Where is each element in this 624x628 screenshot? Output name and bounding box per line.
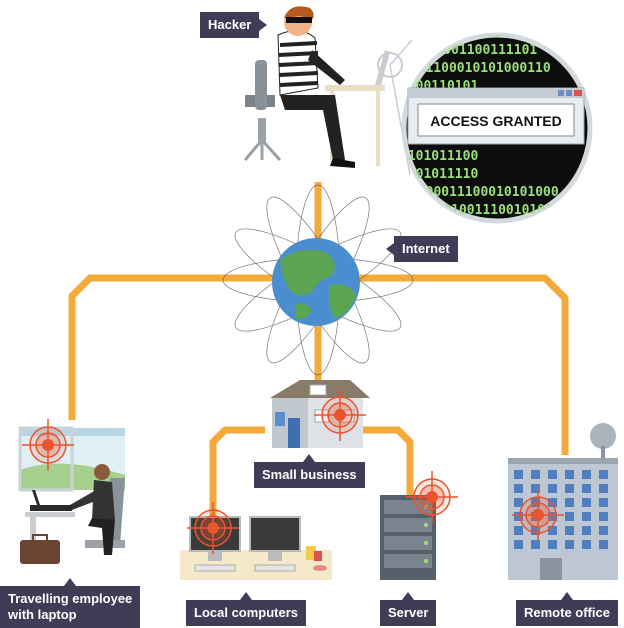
local-computers-illustration [180, 516, 332, 580]
hacker-illustration [243, 6, 390, 168]
office-window [548, 526, 557, 535]
office-window [599, 540, 608, 549]
office-window [599, 498, 608, 507]
binary-line: 0011100010101000110 [402, 61, 551, 76]
office-window [548, 484, 557, 493]
office-window [565, 470, 574, 479]
hacker-label: Hacker [200, 12, 268, 38]
office-window [548, 512, 557, 521]
internet-label: Internet [386, 236, 458, 262]
office-window [599, 526, 608, 535]
office-window [582, 512, 591, 521]
office-window [514, 526, 523, 535]
office-window [582, 484, 591, 493]
target-marker [406, 471, 458, 523]
binary-line: 1110010011100101010 [412, 203, 561, 218]
office-window [548, 470, 557, 479]
office-window [548, 540, 557, 549]
binary-line: 1010001101 [470, 239, 548, 254]
office-window [565, 526, 574, 535]
office-window [565, 540, 574, 549]
binary-line: 0101011100 [400, 149, 478, 164]
office-window [582, 526, 591, 535]
office-window [565, 498, 574, 507]
access-dialog: ACCESS GRANTED [407, 87, 585, 145]
office-window [599, 470, 608, 479]
line-business-computers [209, 426, 265, 520]
attack-targets [22, 389, 564, 554]
small-business-building [270, 380, 370, 448]
target-marker [512, 489, 564, 541]
line-business-server [362, 426, 414, 495]
target-marker [22, 419, 74, 471]
binary-line: 0100011100 [440, 25, 518, 40]
office-window [531, 526, 540, 535]
office-window [514, 540, 523, 549]
target-marker [314, 389, 366, 441]
target-marker [187, 502, 239, 554]
remote-office-label: Remote office [516, 592, 618, 626]
office-window [514, 512, 523, 521]
office-window [531, 470, 540, 479]
internet-globe [222, 184, 414, 376]
binary-line: 0100011100010101000 [410, 185, 559, 200]
office-window [531, 484, 540, 493]
local-computers-label: Local computers [186, 592, 307, 626]
magnified-screen: 0100011100 0001001100111101 00111000101010… [377, 25, 593, 254]
office-window [514, 470, 523, 479]
office-window [599, 512, 608, 521]
access-granted-text: ACCESS GRANTED [430, 113, 561, 129]
office-window [599, 484, 608, 493]
office-window [565, 512, 574, 521]
office-window [582, 498, 591, 507]
small-business-label: Small business [254, 454, 365, 488]
office-window [582, 540, 591, 549]
office-window [565, 484, 574, 493]
office-window [514, 484, 523, 493]
binary-line: 1001011110 [400, 167, 478, 182]
line-internet-remote [360, 274, 569, 455]
server-label: Server [380, 592, 437, 626]
office-window [531, 540, 540, 549]
binary-line: 0001001100111101 [412, 43, 537, 58]
office-window [582, 470, 591, 479]
travelling-employee-label: Travelling employee with laptop [0, 578, 141, 628]
office-window [548, 498, 557, 507]
office-window [514, 498, 523, 507]
connection-lines [68, 182, 569, 520]
line-internet-employee [68, 274, 275, 420]
